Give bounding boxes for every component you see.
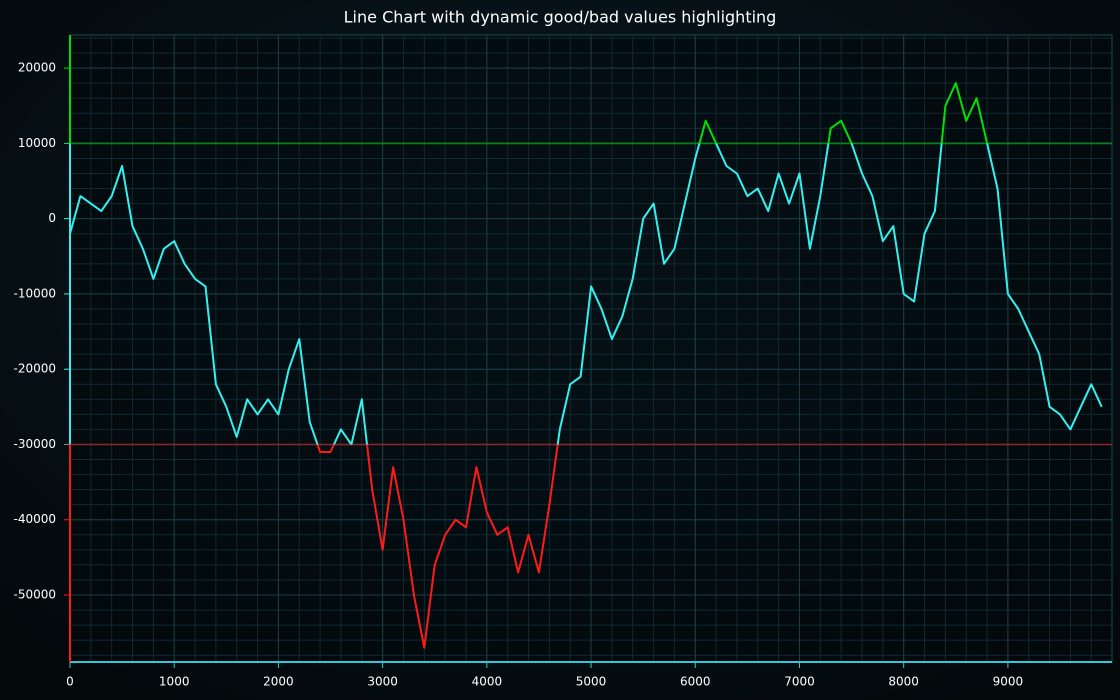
x-tick-label: 6000: [680, 675, 711, 689]
x-tick-label: 1000: [159, 675, 190, 689]
y-tick-label: 10000: [18, 136, 56, 150]
y-tick-label: -10000: [13, 286, 56, 300]
x-tick-label: 2000: [263, 675, 294, 689]
y-tick-label: -20000: [13, 362, 56, 376]
y-tick-label: 20000: [18, 61, 56, 75]
y-tick-label: -30000: [13, 437, 56, 451]
x-tick-label: 4000: [472, 675, 503, 689]
x-tick-label: 0: [66, 675, 74, 689]
x-tick-label: 8000: [888, 675, 919, 689]
x-tick-label: 3000: [367, 675, 398, 689]
chart-title: Line Chart with dynamic good/bad values …: [344, 8, 777, 27]
series-line: [69, 82, 1103, 649]
y-tick-label: -50000: [13, 588, 56, 602]
x-tick-label: 7000: [784, 675, 815, 689]
y-tick-label: 0: [48, 211, 56, 225]
x-tick-label: 9000: [993, 675, 1024, 689]
x-tick-label: 5000: [576, 675, 607, 689]
y-tick-label: -40000: [13, 512, 56, 526]
